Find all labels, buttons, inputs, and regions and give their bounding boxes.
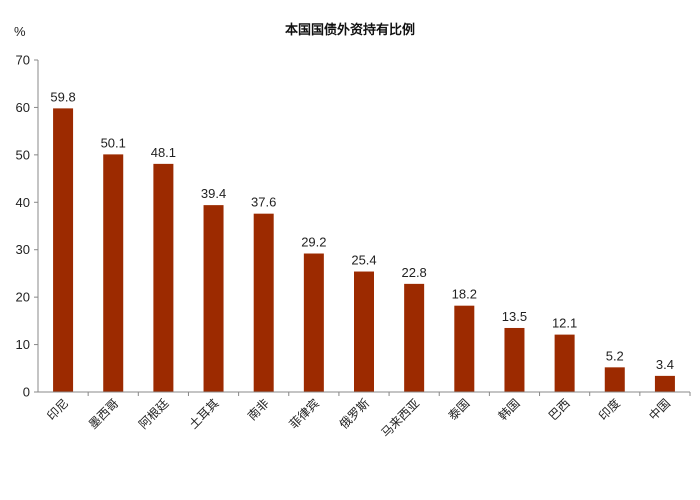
bar bbox=[153, 163, 174, 392]
x-category-label: 菲律宾 bbox=[286, 396, 322, 432]
bar bbox=[454, 305, 475, 392]
x-category-label: 马来西亚 bbox=[378, 396, 422, 440]
bar bbox=[654, 375, 675, 392]
y-tick-label: 70 bbox=[16, 53, 30, 68]
bar-value-label: 50.1 bbox=[101, 135, 126, 150]
x-axis: 印尼 墨西哥 阿根廷 土耳其 南非 菲律宾 俄罗斯 马来西亚 泰国 韩国 巴西 印度 中国 bbox=[38, 391, 691, 440]
bar bbox=[253, 213, 274, 392]
y-tick-label: 60 bbox=[16, 100, 30, 115]
bar-value-label: 12.1 bbox=[552, 316, 577, 331]
bar bbox=[404, 283, 425, 392]
bar bbox=[203, 205, 224, 392]
bar-value-label: 5.2 bbox=[606, 348, 624, 363]
bar-value-label: 59.8 bbox=[50, 89, 75, 104]
x-category-label: 泰国 bbox=[446, 396, 473, 423]
y-tick-label: 30 bbox=[16, 242, 30, 257]
bar bbox=[604, 367, 625, 392]
y-tick-label: 50 bbox=[16, 147, 30, 162]
x-category-label: 阿根廷 bbox=[136, 396, 171, 431]
x-category-label: 印尼 bbox=[44, 396, 71, 423]
x-category-label: 韩国 bbox=[495, 396, 523, 424]
x-category-label: 巴西 bbox=[546, 396, 573, 423]
x-category-label: 墨西哥 bbox=[86, 396, 121, 431]
x-category-label: 印度 bbox=[595, 396, 623, 424]
y-axis: 0 10 20 30 40 50 60 70 bbox=[16, 53, 39, 400]
y-tick-label: 10 bbox=[16, 337, 30, 352]
bar bbox=[303, 253, 324, 392]
x-category-label: 土耳其 bbox=[186, 396, 221, 431]
x-category-label: 俄罗斯 bbox=[337, 396, 372, 431]
bar-value-label: 13.5 bbox=[502, 309, 527, 324]
bars-group bbox=[53, 108, 675, 393]
bar-value-label: 48.1 bbox=[151, 145, 176, 160]
bar-value-label: 39.4 bbox=[201, 186, 226, 201]
x-category-label: 中国 bbox=[645, 396, 673, 424]
bar bbox=[53, 108, 74, 393]
bar bbox=[103, 154, 124, 392]
bar-value-label: 25.4 bbox=[351, 253, 376, 268]
bar-value-label: 29.2 bbox=[301, 235, 326, 250]
bar bbox=[554, 334, 575, 392]
bar-value-label: 22.8 bbox=[401, 265, 426, 280]
bar-value-label: 3.4 bbox=[656, 357, 674, 372]
y-tick-label: 40 bbox=[16, 195, 30, 210]
bar-value-label: 37.6 bbox=[251, 195, 276, 210]
bar bbox=[504, 327, 525, 392]
y-axis-unit-label: % bbox=[14, 24, 26, 39]
bar bbox=[354, 271, 374, 392]
y-tick-label: 20 bbox=[16, 290, 30, 305]
chart-title: 本国国债外资持有比例 bbox=[285, 22, 415, 38]
value-labels-group: 59.8 50.1 48.1 39.4 37.6 29.2 25.4 22.8 18.2 13.5… bbox=[50, 89, 674, 371]
x-category-label: 南非 bbox=[244, 396, 272, 424]
y-tick-label: 0 bbox=[23, 385, 30, 400]
bar-value-label: 18.2 bbox=[452, 287, 477, 302]
